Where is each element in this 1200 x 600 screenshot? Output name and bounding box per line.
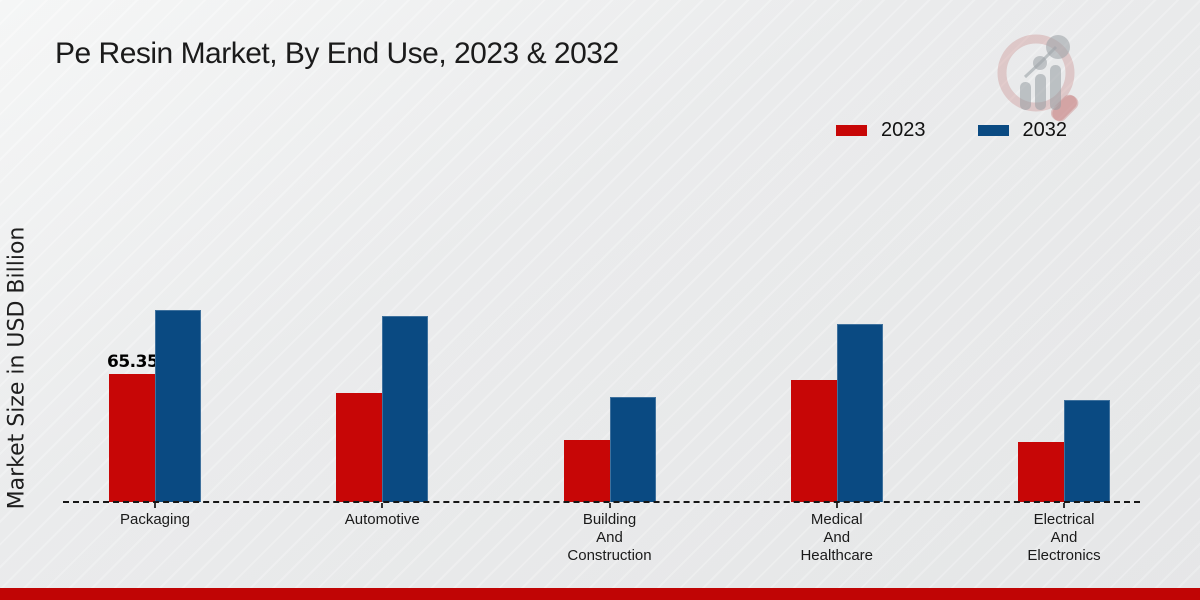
chart-bar-icon [1035,74,1046,110]
bar-2032-medical-and-healthcare [836,323,883,502]
bar-2023-building-and-construction [563,440,610,502]
bar-2032-packaging [155,310,201,502]
category-label-automotive: Automotive [344,511,420,528]
trend-dot-icon [1046,35,1070,59]
legend-swatch-2023 [836,125,867,136]
bar-value-label: 65.35 [107,352,159,372]
chart-bar-icon [1050,65,1061,110]
bar-2023-electrical-and-electronics [1018,442,1064,502]
bar-2032-electrical-and-electronics [1064,400,1110,502]
legend-label-2023: 2023 [881,119,926,141]
legend-swatch-2032 [977,125,1009,136]
bar-2032-building-and-construction [609,397,656,502]
trend-dot-icon [1033,56,1047,70]
chart-bar-icon [1020,82,1031,110]
category-label-medical-and-healthcare: Medical And Healthcare [800,511,874,564]
brand-watermark-logo [997,34,1079,122]
category-label-building-and-construction: Building And Construction [567,511,652,564]
zero-baseline [63,501,1140,503]
x-axis-tick [381,503,384,508]
magnifier-handle-icon [1052,95,1079,122]
legend-item-2023: 2023 [836,119,926,142]
y-axis-label: Market Size in USD Billion [4,226,30,510]
legend-label-2032: 2032 [1022,119,1068,141]
x-axis-tick [835,503,838,508]
chart-title: Pe Resin Market, By End Use, 2023 & 2032 [55,37,619,70]
category-label-packaging: Packaging [119,511,191,528]
footer-accent-bar [0,588,1200,600]
legend: 2023 2032 [836,119,1067,142]
bar-2023-automotive [336,393,383,502]
x-axis-tick [154,503,156,508]
category-label-electrical-and-electronics: Electrical And Electronics [1027,511,1101,564]
x-axis-tick [608,503,611,508]
legend-item-2032: 2032 [977,119,1068,142]
bar-2023-packaging [109,374,155,502]
bar-2032-automotive [382,315,429,502]
bar-2023-medical-and-healthcare [790,379,837,502]
x-axis-tick [1063,503,1065,508]
